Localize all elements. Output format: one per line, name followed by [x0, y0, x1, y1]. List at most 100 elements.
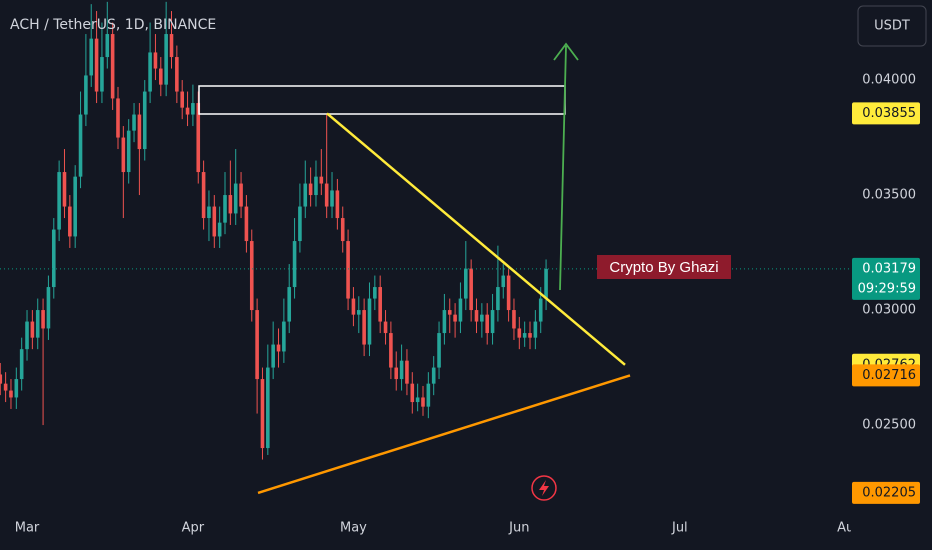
price-marker-label: 0.03179	[862, 261, 916, 276]
candle-body	[533, 321, 538, 338]
candle-body	[191, 103, 195, 115]
candle-body	[453, 314, 457, 322]
candle-body	[148, 52, 152, 92]
candle-body	[35, 310, 40, 338]
candle-body	[249, 241, 254, 311]
candle-body	[389, 333, 393, 368]
candle-body	[319, 176, 324, 184]
price-marker-label: 0.02716	[862, 368, 916, 383]
candle-body	[426, 383, 431, 407]
candle-body	[447, 310, 452, 315]
price-marker	[852, 364, 920, 387]
candle-body	[480, 314, 484, 322]
upper-trendline	[326, 112, 626, 366]
candle-body	[25, 321, 29, 350]
candle-body	[84, 75, 88, 115]
annotation-box	[597, 255, 731, 279]
candle-body	[399, 360, 404, 380]
lower-trendline	[257, 374, 631, 495]
candle-body	[378, 287, 382, 322]
candle-body	[346, 241, 350, 299]
candle-body	[340, 218, 345, 242]
candle-body	[335, 190, 340, 219]
candle-body	[282, 321, 286, 352]
candle-body	[490, 310, 495, 334]
candle-body	[185, 107, 190, 115]
currency-button[interactable]	[857, 5, 927, 47]
candle-body	[522, 333, 527, 338]
price-marker	[852, 102, 920, 125]
candle-body	[544, 268, 548, 299]
price-marker	[852, 257, 920, 300]
replay-icon[interactable]	[531, 475, 557, 501]
candle-body	[137, 114, 142, 150]
candle-body	[266, 367, 270, 449]
candle-body	[496, 287, 500, 311]
candle-body	[437, 333, 441, 368]
x-tick-label: May	[340, 521, 367, 536]
candle-body	[46, 287, 51, 329]
candle-body	[14, 379, 19, 398]
candle-body	[62, 172, 67, 207]
candle-body	[431, 367, 436, 384]
y-tick-label: 0.04000	[862, 73, 916, 88]
candle-body	[367, 298, 372, 345]
currency-label: USDT	[874, 19, 910, 34]
x-tick-label: Mar	[15, 521, 40, 536]
candle-body	[9, 390, 13, 398]
candle-body	[169, 34, 174, 58]
candle-body	[180, 91, 185, 108]
candle-body	[244, 206, 249, 242]
candle-body	[126, 130, 131, 173]
candle-body	[308, 183, 313, 196]
candle-body	[538, 298, 543, 322]
candle-body	[73, 176, 77, 237]
candle-body	[105, 34, 110, 58]
candle-body	[373, 287, 377, 299]
candle-body	[394, 367, 399, 380]
candle-body	[287, 287, 292, 322]
candle-body	[356, 310, 361, 315]
price-marker	[852, 481, 920, 504]
candle-body	[89, 38, 94, 76]
x-tick-label: Jun	[508, 521, 529, 536]
candle-body	[57, 172, 61, 230]
candle-body	[164, 34, 168, 85]
candle-body	[405, 360, 409, 384]
candle-body	[271, 344, 275, 368]
candle-body	[292, 241, 297, 288]
annotation-text: Crypto By Ghazi	[609, 259, 718, 276]
candle-body	[410, 383, 415, 403]
candle-body	[217, 222, 222, 237]
candle-body	[100, 57, 104, 92]
candle-body	[30, 321, 35, 338]
candle-body	[196, 103, 201, 173]
candle-body	[260, 379, 265, 449]
candle-body	[421, 397, 425, 407]
candle-body	[314, 176, 318, 196]
candle-body	[158, 68, 163, 85]
candle-body	[19, 349, 24, 380]
candle-body	[94, 38, 99, 92]
candle-body	[298, 206, 302, 242]
candle-body	[276, 344, 281, 352]
candle-body	[485, 314, 490, 334]
price-axis	[851, 50, 932, 550]
candle-body	[506, 275, 511, 311]
candle-body	[469, 268, 473, 311]
candle-body	[228, 195, 233, 214]
candle-body	[517, 328, 522, 338]
price-marker-label: 0.03855	[862, 106, 916, 121]
target-arrow	[553, 42, 579, 291]
icon-circle	[531, 475, 557, 501]
candle-body	[362, 310, 366, 345]
candle-body	[3, 383, 8, 391]
candle-body	[303, 183, 308, 207]
candle-body	[324, 183, 329, 207]
y-tick-label: 0.02500	[862, 418, 916, 433]
candle-body	[255, 310, 259, 380]
candle-body	[68, 206, 72, 237]
candle-body	[121, 137, 126, 173]
candle-body	[528, 333, 532, 338]
